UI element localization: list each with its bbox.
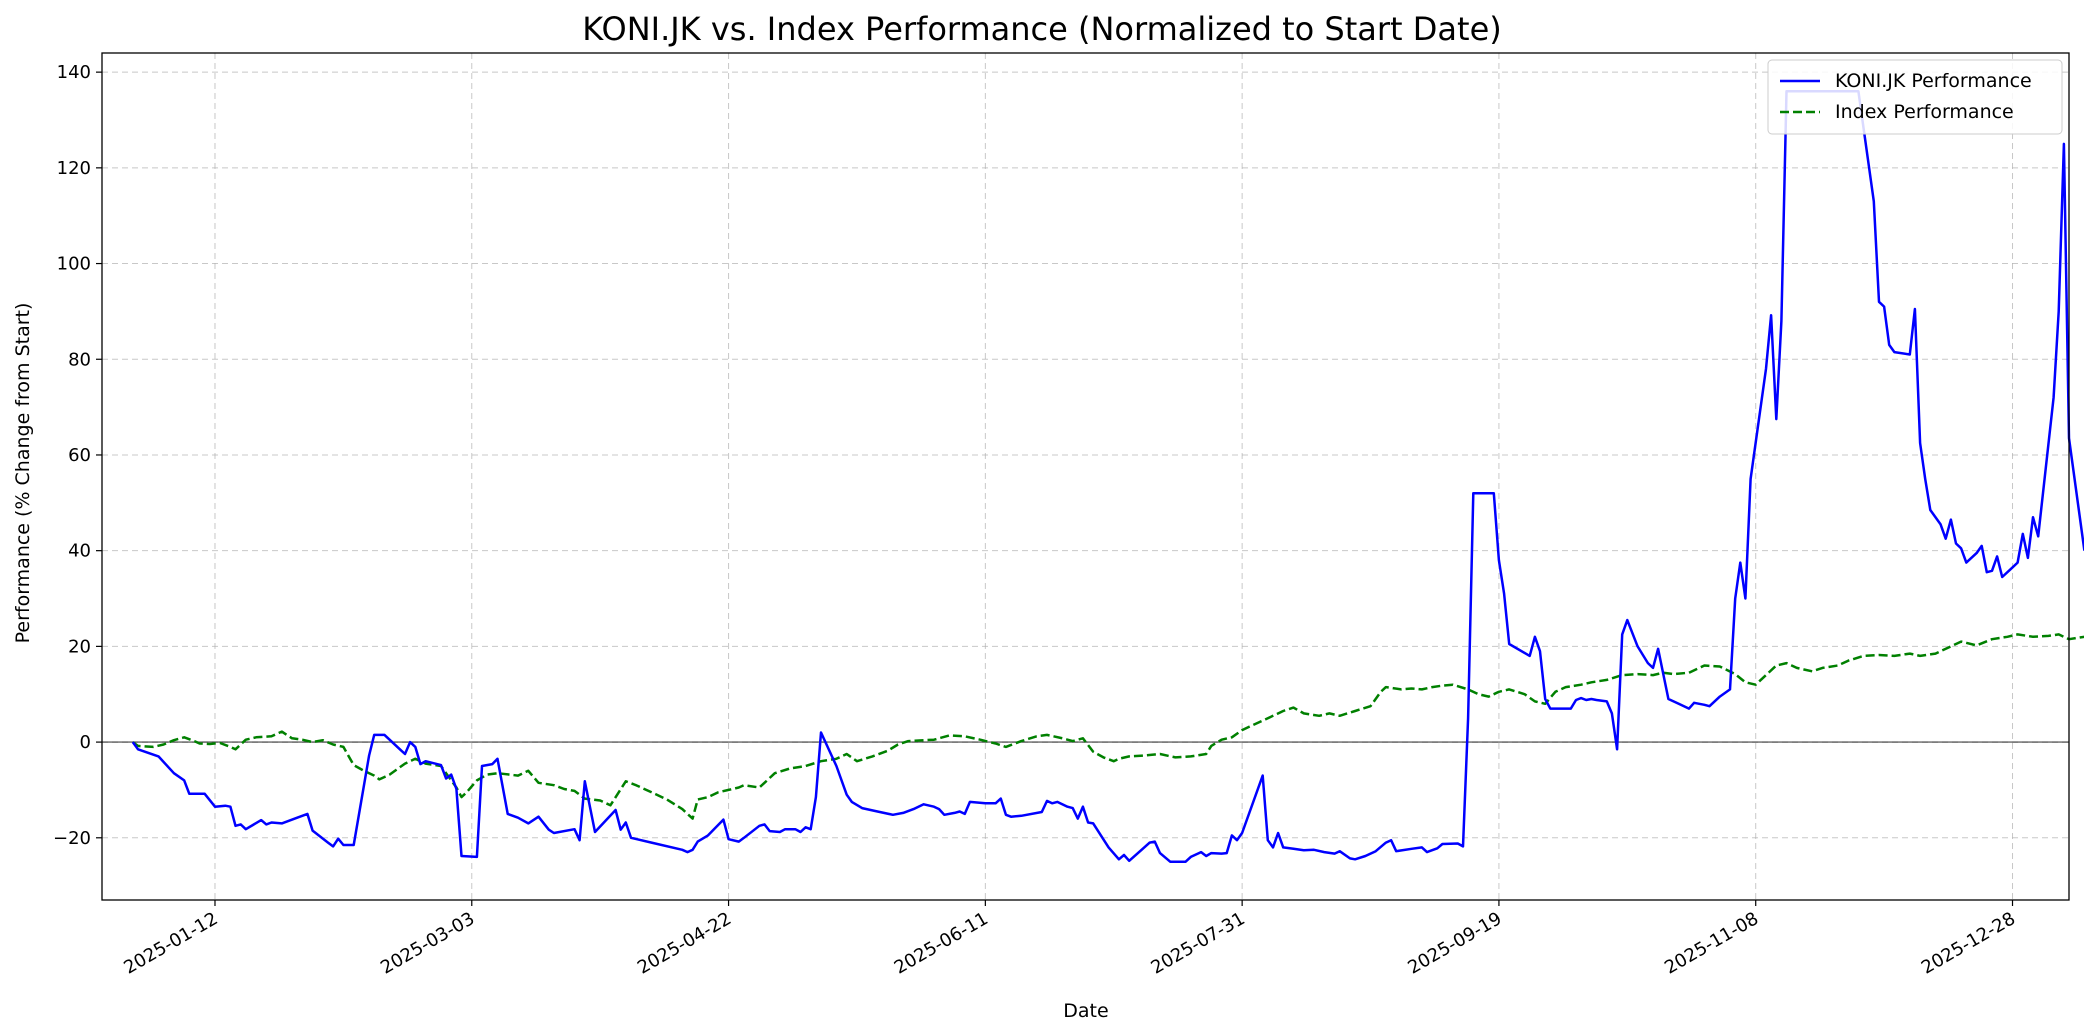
series-layer bbox=[131, 90, 2084, 863]
y-tick-label: 0 bbox=[80, 732, 91, 753]
y-axis-label: Performance (% Change from Start) bbox=[12, 303, 34, 644]
legend-label-koni: KONI.JK Performance bbox=[1835, 70, 2032, 92]
legend-box bbox=[1767, 59, 2063, 135]
y-tick-label: 120 bbox=[57, 158, 91, 179]
legend: KONI.JK Performance Index Performance bbox=[1767, 59, 2063, 135]
y-tick-label: 20 bbox=[68, 636, 91, 657]
x-axis-label: Date bbox=[1063, 1000, 1108, 1022]
plot-frame bbox=[101, 52, 2070, 901]
y-tick-label: −20 bbox=[53, 828, 91, 849]
y-tick-label: 40 bbox=[68, 541, 91, 562]
legend-label-index: Index Performance bbox=[1835, 101, 2014, 123]
y-tick-label: 60 bbox=[68, 445, 91, 466]
chart-title: KONI.JK vs. Index Performance (Normalize… bbox=[582, 10, 1501, 48]
y-tick-label: 100 bbox=[57, 254, 91, 275]
y-axis-ticks: −20 0 20 40 60 80 100 120 140 bbox=[53, 62, 102, 849]
y-tick-label: 80 bbox=[68, 349, 91, 370]
series-line-index bbox=[132, 633, 2084, 820]
y-tick-label: 140 bbox=[57, 62, 91, 83]
series-line-koni bbox=[131, 90, 2084, 863]
